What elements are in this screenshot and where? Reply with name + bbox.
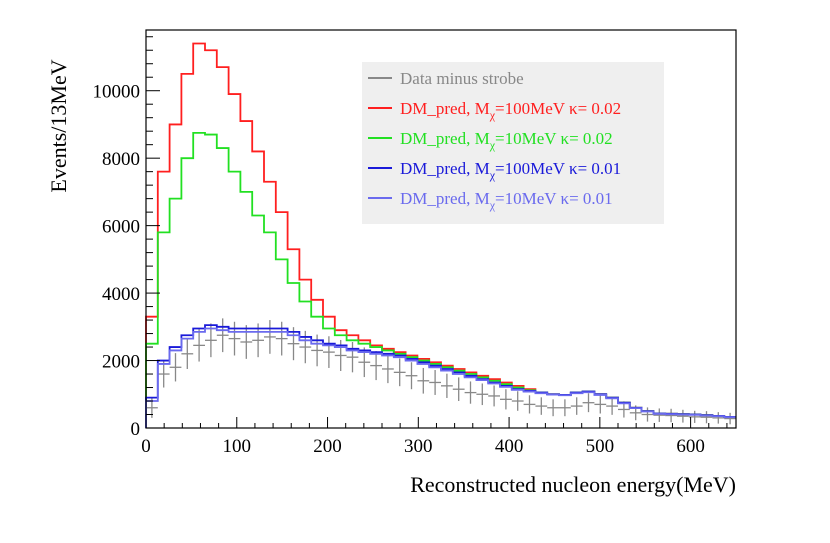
legend-entry: DM_pred, Mχ=10MeV κ= 0.02 [368, 129, 613, 152]
data-point [677, 409, 689, 423]
data-point [169, 353, 182, 382]
legend-entry: DM_pred, Mχ=100MeV κ= 0.02 [368, 99, 621, 122]
legend-label: DM_pred, Mχ=100MeV κ= 0.01 [400, 159, 621, 182]
y-tick-label: 0 [131, 419, 141, 440]
data-point [688, 410, 701, 423]
data-point [299, 330, 312, 364]
data-point [441, 373, 453, 398]
legend-label: Data minus strobe [400, 69, 524, 88]
series-layer [145, 42, 736, 428]
data-point [181, 338, 194, 369]
y-tick-label: 6000 [102, 217, 140, 238]
x-axis-label: Reconstructed nucleon energy(MeV) [410, 472, 736, 497]
legend-label: DM_pred, Mχ=100MeV κ= 0.02 [400, 99, 621, 122]
legend-box [362, 62, 664, 224]
series-data-minus-strobe [146, 318, 736, 425]
data-point [476, 383, 489, 406]
data-point [452, 377, 465, 402]
data-point [382, 354, 394, 384]
x-tick-label: 0 [141, 436, 151, 457]
legend-entry: DM_pred, Mχ=100MeV κ= 0.01 [368, 159, 621, 182]
data-point [559, 399, 571, 417]
y-tick-label: 2000 [102, 352, 140, 373]
legend-label: DM_pred, Mχ=10MeV κ= 0.02 [400, 129, 613, 152]
data-point [264, 320, 276, 354]
data-point [323, 336, 335, 368]
y-tick-label: 10000 [93, 82, 141, 103]
data-point [665, 408, 677, 423]
data-point [370, 351, 382, 381]
data-point [393, 358, 406, 387]
data-point [712, 412, 725, 424]
data-point [653, 408, 666, 422]
legend: Data minus strobe DM_pred, Mχ=100MeV κ= 0… [362, 62, 664, 224]
data-point [500, 389, 512, 410]
data-point [641, 407, 654, 422]
data-point [535, 397, 548, 415]
data-point [582, 393, 595, 413]
x-tick-label: 500 [586, 436, 615, 457]
data-point [346, 341, 359, 373]
data-point [570, 397, 583, 415]
data-point [311, 334, 323, 367]
y-tick-label: 4000 [102, 284, 140, 305]
legend-entry: Data minus strobe [368, 69, 524, 88]
data-point [157, 360, 170, 388]
data-point [547, 399, 559, 417]
plot-frame [145, 29, 737, 429]
series-line-4 [145, 327, 736, 428]
legend-entry: DM_pred, Mχ=10MeV κ= 0.01 [368, 189, 613, 212]
data-point [594, 395, 607, 414]
x-tick-label: 300 [404, 436, 433, 457]
data-point [228, 321, 241, 356]
x-tick-label: 600 [676, 436, 705, 457]
data-point [523, 395, 536, 414]
data-point [417, 367, 430, 394]
data-point [606, 397, 618, 415]
data-point [488, 385, 500, 407]
legend-label: DM_pred, Mχ=10MeV κ= 0.01 [400, 189, 613, 212]
x-tick-label: 100 [223, 436, 252, 457]
x-tick-label: 400 [495, 436, 524, 457]
data-point [700, 411, 713, 424]
data-point [275, 321, 288, 356]
data-point [216, 318, 229, 353]
x-tick-label: 200 [313, 436, 342, 457]
data-point [724, 412, 736, 425]
data-point [405, 362, 418, 390]
y-tick-label: 8000 [102, 149, 140, 170]
y-axis-label: Events/13MeV [46, 59, 71, 192]
data-point [193, 329, 205, 362]
data-point [464, 381, 477, 404]
data-point [429, 369, 441, 395]
axis-ticks: 0 100 200 300 400 500 600020004000600080001000… [93, 36, 728, 457]
data-point [511, 391, 524, 411]
data-point [240, 325, 253, 359]
